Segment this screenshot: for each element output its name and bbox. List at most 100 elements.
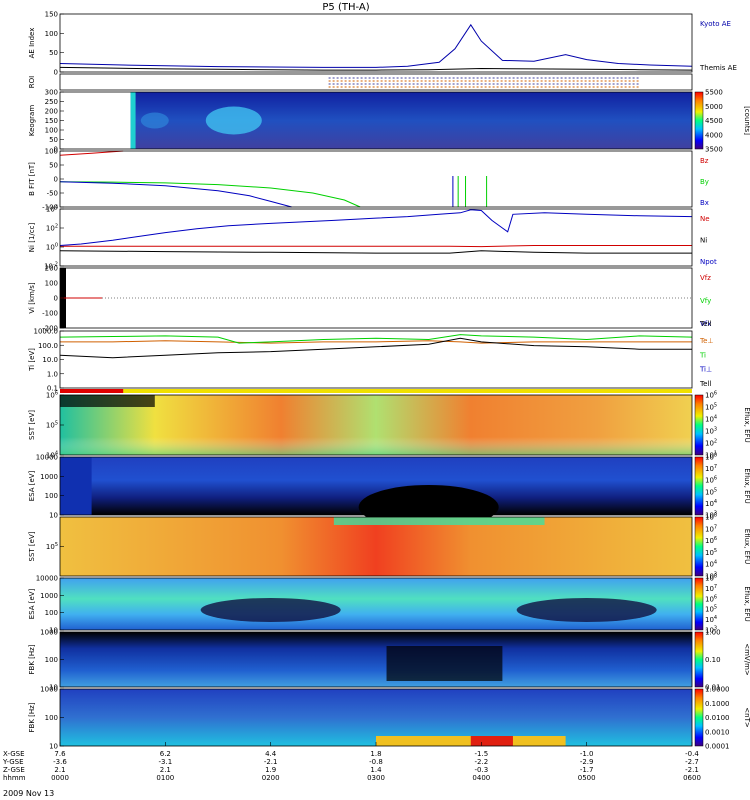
panel-2-colorbar-tick-2: 4500 bbox=[705, 117, 723, 125]
status-strip bbox=[60, 389, 692, 393]
panel-7-colorbar-label: Eflux, EFU bbox=[743, 407, 750, 442]
panel-6-tick-label-3: 100.0 bbox=[38, 342, 58, 350]
panel-8-colorbar-tick-5: 108 bbox=[705, 453, 717, 462]
panel-4-series-2 bbox=[59, 209, 693, 246]
panel-9-image bbox=[60, 517, 692, 576]
panel-3-bg bbox=[60, 151, 692, 207]
panel-4-ylabel: Ni [1/cc] bbox=[28, 223, 36, 253]
panel-11-colorbar-tick-0: 0.01 bbox=[705, 684, 721, 692]
panel-5-tick-label-4: 200 bbox=[45, 265, 58, 273]
x-tick-val-5-0: -1.0 bbox=[580, 750, 594, 758]
panel-8-tick-label-1: 100 bbox=[45, 492, 58, 500]
panel-3-series-0 bbox=[59, 150, 124, 156]
panel-0-tick-label-3: 150 bbox=[45, 11, 58, 19]
panel-6-series-0 bbox=[60, 340, 692, 344]
panel-4-tick-label-1: 100 bbox=[46, 243, 58, 252]
panel-6-tick-label-4: 1000.0 bbox=[34, 328, 59, 336]
panel-10-colorbar bbox=[694, 577, 704, 631]
panel-9-band bbox=[333, 517, 545, 525]
panel-2-edge bbox=[130, 92, 136, 149]
panel-7-colorbar-tick-5: 106 bbox=[705, 391, 717, 400]
panel-8-colorbar bbox=[694, 456, 704, 516]
panel-2-colorbar-tick-3: 5000 bbox=[705, 103, 723, 111]
x-axis-row-label-0: X-GSE bbox=[3, 750, 25, 758]
panel-8-colorbar-tick-2: 105 bbox=[705, 487, 717, 496]
panel-3-tick-label-0: -100 bbox=[42, 204, 58, 212]
panel-1-ylabel: ROI bbox=[28, 76, 36, 88]
x-tick-val-6-1: -2.7 bbox=[685, 758, 699, 766]
panel-2-colorbar-label: [counts] bbox=[743, 106, 750, 135]
panel-0-ylabel: AE Index bbox=[28, 28, 36, 59]
panel-4-legend-0: Ne bbox=[700, 215, 710, 223]
panel-10-colorbar-tick-3: 106 bbox=[705, 594, 717, 603]
panel-2-tick-label-1: 50 bbox=[49, 136, 58, 144]
panel-4-legend-2: Npot bbox=[700, 258, 717, 266]
panel-10-tick-label-1: 100 bbox=[45, 609, 58, 617]
panel-8-tick-label-2: 1000 bbox=[40, 473, 58, 481]
panel-3-legend-1: By bbox=[700, 178, 709, 186]
x-tick-val-3-1: -0.8 bbox=[369, 758, 383, 766]
panel-7-gap bbox=[60, 395, 155, 407]
panel-4-tick-label-0: 10-2 bbox=[44, 262, 58, 271]
panel-6-legend-3: Tell bbox=[699, 380, 711, 388]
panel-2-colorbar-tick-4: 5500 bbox=[705, 89, 723, 97]
x-tick-hhmm-2: 0200 bbox=[262, 774, 280, 782]
panel-10-colorbar-tick-5: 108 bbox=[705, 574, 717, 583]
panel-8-colorbar-tick-4: 107 bbox=[705, 464, 717, 473]
panel-4-tick-label-3: 104 bbox=[46, 205, 58, 214]
panel-2-tick-label-4: 200 bbox=[45, 108, 58, 116]
panel-2-tick-label-5: 250 bbox=[45, 98, 58, 106]
panel-7-colorbar-tick-4: 105 bbox=[705, 403, 717, 412]
panel-3-series-2 bbox=[59, 181, 292, 208]
panel-2-colorbar bbox=[694, 91, 704, 150]
panel-7-colorbar-tick-0: 101 bbox=[705, 451, 717, 460]
x-axis: X-GSEY-GSEZ-GSEhhmm7.6-3.62.100006.2-3.1… bbox=[2, 742, 701, 782]
x-tick-val-2-1: -2.1 bbox=[264, 758, 278, 766]
panel-11-ylabel: FBK [Hz] bbox=[28, 644, 36, 674]
panel-8-colorbar-tick-0: 103 bbox=[705, 511, 717, 520]
panel-7-colorbar-tick-2: 103 bbox=[705, 427, 717, 436]
x-tick-val-2-0: 4.4 bbox=[265, 750, 277, 758]
panel-9-ylabel: SST [eV] bbox=[28, 531, 36, 561]
x-tick-val-1-0: 6.2 bbox=[160, 750, 171, 758]
panel-6-tick-label-0: 0.1 bbox=[47, 385, 58, 393]
panel-6-ylabel: Ti [eV] bbox=[28, 348, 36, 372]
panel-12-tick-label-2: 1000 bbox=[40, 686, 58, 694]
panel-3-tick-label-4: 100 bbox=[45, 148, 58, 156]
panel-9-colorbar-tick-2: 105 bbox=[705, 548, 717, 557]
x-tick-val-6-0: -0.4 bbox=[685, 750, 699, 758]
panel-8-ylabel: ESA [eV] bbox=[28, 470, 36, 501]
panel-11-colorbar-tick-2: 1.00 bbox=[705, 629, 721, 637]
panel-2-tick-label-6: 300 bbox=[45, 89, 58, 97]
panel-6-bg bbox=[60, 331, 692, 388]
panel-3-series-1 bbox=[59, 181, 361, 208]
panel-10-tick-label-0: 10 bbox=[49, 627, 58, 635]
panel-1-bg bbox=[60, 74, 692, 90]
panel-3-legend-2: Bx bbox=[700, 199, 709, 207]
panel-12-burst-core bbox=[470, 736, 513, 746]
x-tick-val-6-2: -2.1 bbox=[685, 766, 699, 774]
panel-9-colorbar-label: Eflux, EFU bbox=[743, 529, 750, 564]
x-tick-val-5-1: -2.9 bbox=[580, 758, 594, 766]
panel-0-legend-1: Themis AE bbox=[699, 64, 737, 72]
x-tick-hhmm-5: 0500 bbox=[578, 774, 596, 782]
x-axis-row-label-1: Y-GSE bbox=[2, 758, 24, 766]
x-tick-hhmm-6: 0600 bbox=[683, 774, 701, 782]
x-tick-val-2-2: 1.9 bbox=[265, 766, 276, 774]
panel-12-tick-label-1: 100 bbox=[45, 714, 58, 722]
panel-0-series-0 bbox=[59, 23, 693, 68]
panel-7-colorbar bbox=[694, 394, 704, 456]
panel-6-tick-label-2: 10.0 bbox=[42, 356, 58, 364]
panel-5-tick-label-1: -100 bbox=[42, 310, 58, 318]
panel-0-frame bbox=[59, 13, 693, 73]
panel-4-series-1 bbox=[59, 250, 692, 254]
panel-5-tick-label-0: -200 bbox=[42, 325, 58, 333]
x-tick-hhmm-3: 0300 bbox=[367, 774, 385, 782]
panel-0-tick-label-1: 50 bbox=[49, 49, 58, 57]
panel-8-colorbar-tick-1: 104 bbox=[705, 499, 717, 508]
x-tick-val-3-2: 1.4 bbox=[370, 766, 382, 774]
panel-7-tick-label-1: 105 bbox=[46, 421, 58, 430]
panel-9-colorbar-tick-5: 108 bbox=[705, 513, 717, 522]
x-tick-val-5-2: -1.7 bbox=[580, 766, 594, 774]
